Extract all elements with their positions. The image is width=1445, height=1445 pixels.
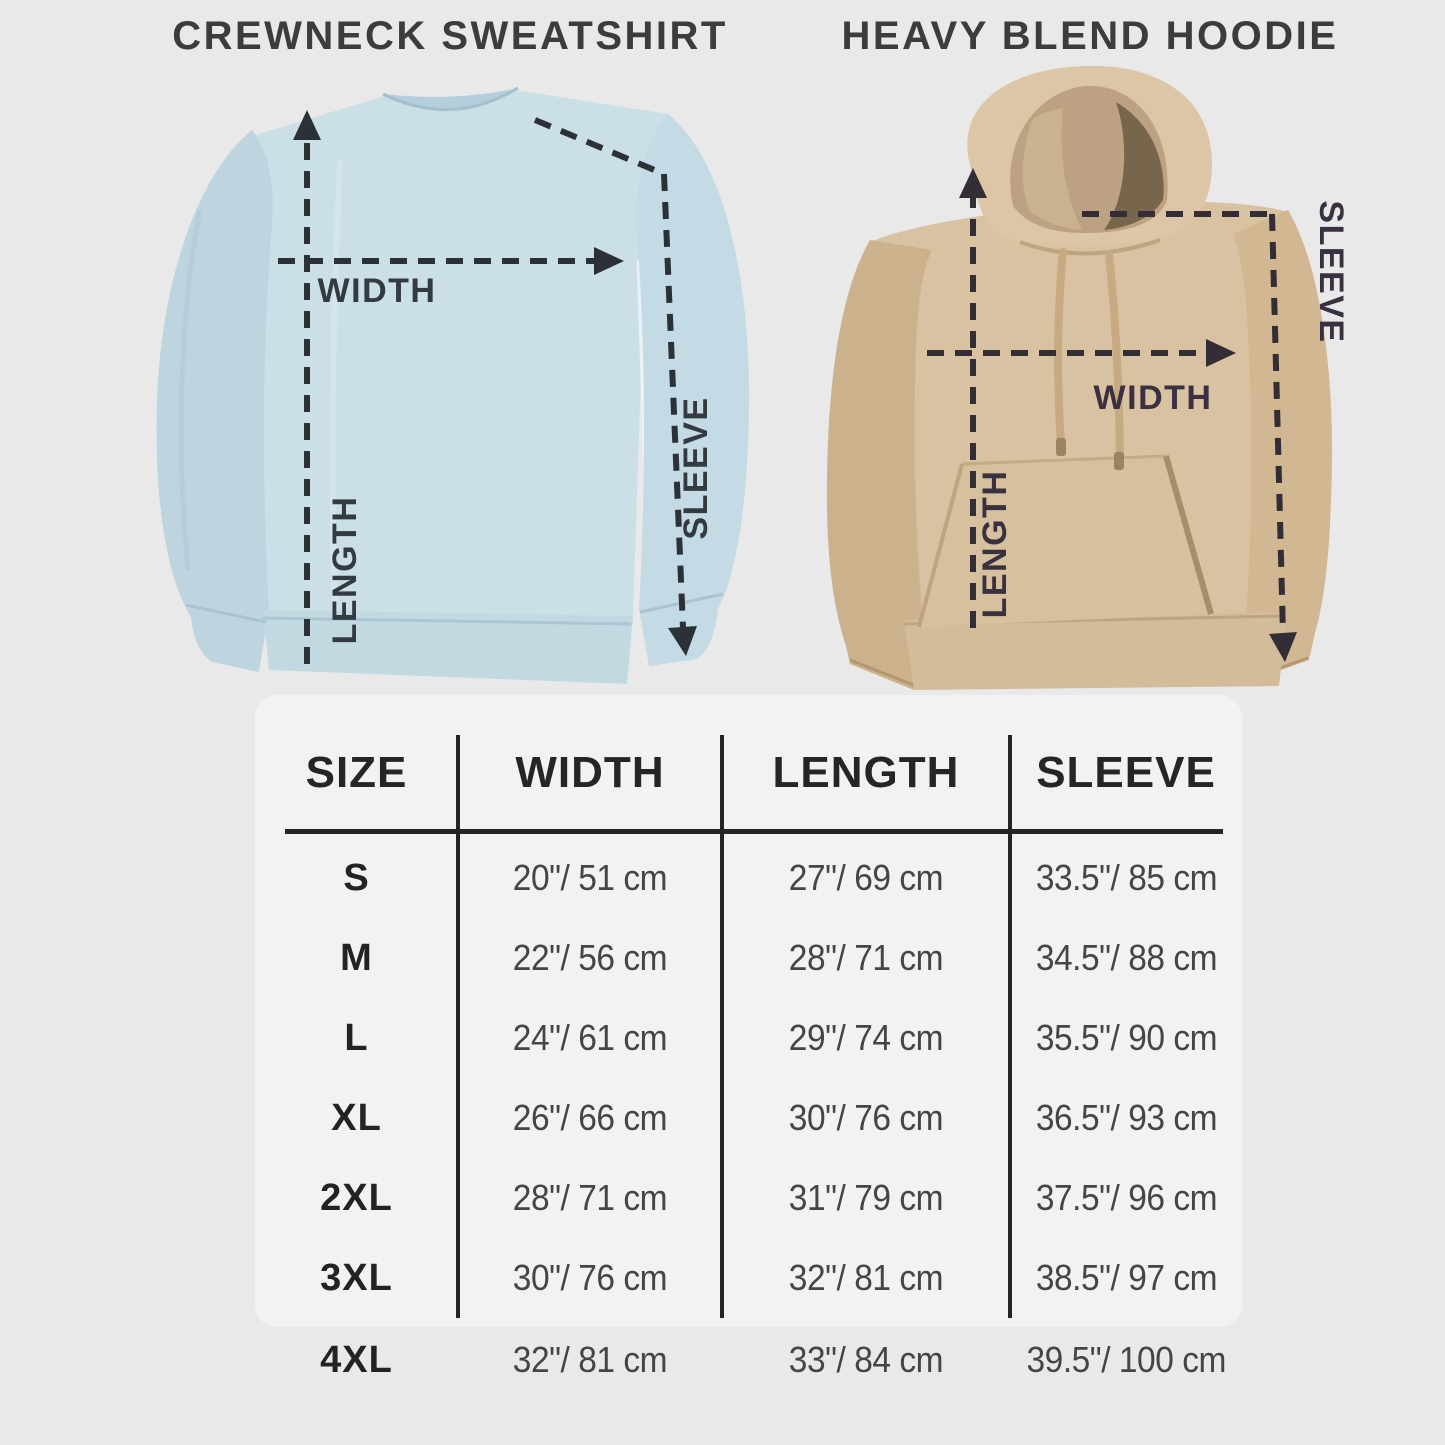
hoodie-diagram: WIDTH LENGTH SLEEVE — [826, 65, 1350, 690]
width-value: 28"/ 71 cm — [512, 1177, 668, 1218]
crewneck-collar-seam — [382, 86, 519, 112]
sleeve-value: 38.5"/ 97 cm — [1035, 1257, 1217, 1298]
crewneck-waistband-seam — [262, 616, 632, 626]
size-table-panel: SIZE WIDTH LENGTH SLEEVE S 20"/ 51 cm 27… — [255, 695, 1242, 1327]
sleeve-value: 36.5"/ 93 cm — [1035, 1097, 1217, 1138]
crewneck-sleeve-arrowhead — [668, 626, 697, 656]
size-label: 3XL — [320, 1256, 393, 1299]
hoodie-hem-band — [904, 612, 1287, 690]
hoodie-left-cuff-seam — [849, 658, 917, 688]
hoodie-sleeve-arrowhead — [1269, 632, 1297, 662]
crewneck-crease-highlight — [329, 159, 343, 631]
hoodie-left-drawstring — [1054, 248, 1067, 448]
crewneck-garment — [156, 86, 750, 684]
hoodie-left-drawstring-tip — [1056, 438, 1066, 456]
sleeve-value: 33.5"/ 85 cm — [1035, 857, 1217, 898]
crewneck-shoulder-dash-line — [533, 117, 666, 177]
crewneck-measure-labels: WIDTH LENGTH SLEEVE — [318, 272, 715, 644]
width-value: 20"/ 51 cm — [512, 857, 668, 898]
width-value: 26"/ 66 cm — [512, 1097, 668, 1138]
hoodie-neck-seam — [1019, 238, 1161, 256]
crewneck-collar — [383, 88, 518, 109]
crewneck-right-sleeve — [636, 114, 750, 666]
crewneck-sleeve-arrow-line — [661, 173, 686, 629]
crewneck-sleeve-crease — [178, 209, 203, 571]
table-row-m: M 22"/ 56 cm 28"/ 71 cm 34.5"/ 88 cm — [255, 918, 1242, 998]
hoodie-garment — [826, 65, 1333, 690]
table-divider-2 — [720, 735, 724, 1318]
size-label: 2XL — [320, 1176, 393, 1219]
length-value: 32"/ 81 cm — [788, 1257, 944, 1298]
crewneck-waistband — [263, 610, 633, 684]
crewneck-width-arrowhead — [594, 247, 624, 275]
width-value: 24"/ 61 cm — [512, 1017, 668, 1058]
hoodie-length-label: LENGTH — [976, 470, 1014, 619]
hoodie-right-drawstring — [1105, 250, 1124, 462]
crewneck-title: CREWNECK SWEATSHIRT — [172, 13, 728, 58]
column-header-length: LENGTH — [772, 747, 960, 797]
hoodie-right-drawstring-tip — [1114, 452, 1124, 470]
crewneck-left-cuff-seam — [185, 603, 267, 624]
hoodie-left-sleeve — [826, 240, 932, 690]
column-header-width: WIDTH — [515, 747, 665, 797]
length-value: 33"/ 84 cm — [788, 1339, 944, 1380]
hoodie-sleeve-label: SLEEVE — [1312, 200, 1350, 343]
length-value: 29"/ 74 cm — [788, 1017, 944, 1058]
length-value: 30"/ 76 cm — [788, 1097, 944, 1138]
hoodie-measure-labels: WIDTH LENGTH SLEEVE — [976, 200, 1350, 618]
length-value: 31"/ 79 cm — [788, 1177, 944, 1218]
sleeve-value: 34.5"/ 88 cm — [1035, 937, 1217, 978]
width-value: 32"/ 81 cm — [512, 1339, 668, 1380]
size-label: S — [343, 856, 370, 899]
sleeve-value: 35.5"/ 90 cm — [1035, 1017, 1217, 1058]
table-row-xl: XL 26"/ 66 cm 30"/ 76 cm 36.5"/ 93 cm — [255, 1078, 1242, 1158]
crewneck-width-label: WIDTH — [318, 272, 437, 310]
hoodie-title: HEAVY BLEND HOODIE — [841, 13, 1339, 58]
hoodie-measure-arrows — [927, 168, 1297, 662]
column-header-sleeve: SLEEVE — [1036, 747, 1216, 797]
hoodie-pocket — [919, 456, 1211, 627]
hoodie-pocket-right-opening — [1163, 455, 1214, 615]
crewneck-length-arrowhead — [293, 110, 321, 140]
hoodie-pocket-top-seam — [961, 454, 1167, 466]
size-label: XL — [331, 1096, 382, 1139]
hoodie-right-sleeve — [1233, 210, 1333, 681]
table-row-2xl: 2XL 28"/ 71 cm 31"/ 79 cm 37.5"/ 96 cm — [255, 1158, 1242, 1238]
table-body: S 20"/ 51 cm 27"/ 69 cm 33.5"/ 85 cm M 2… — [255, 832, 1242, 1318]
table-divider-3 — [1008, 735, 1012, 1318]
length-value: 27"/ 69 cm — [788, 857, 944, 898]
size-label: 4XL — [320, 1338, 393, 1381]
hoodie-width-label: WIDTH — [1094, 379, 1213, 417]
hoodie-length-arrowhead — [959, 168, 987, 198]
crewneck-sleeve-label: SLEEVE — [677, 396, 715, 539]
hoodie-hood-inner-fold — [1022, 108, 1082, 230]
width-value: 22"/ 56 cm — [512, 937, 668, 978]
hoodie-hood-inner-shadow — [1104, 102, 1164, 230]
table-row-4xl: 4XL 32"/ 81 cm 33"/ 84 cm 39.5"/ 100 cm — [255, 1332, 1242, 1388]
crewneck-body — [252, 90, 668, 682]
hoodie-pocket-left-opening — [917, 463, 964, 628]
length-value: 28"/ 71 cm — [788, 937, 944, 978]
hoodie-width-arrowhead — [1206, 339, 1236, 367]
crewneck-sweatshirt-diagram: WIDTH LENGTH SLEEVE — [156, 86, 750, 684]
column-header-size: SIZE — [305, 747, 408, 797]
width-value: 30"/ 76 cm — [512, 1257, 668, 1298]
table-header-rule — [285, 829, 1223, 834]
sleeve-value: 37.5"/ 96 cm — [1035, 1177, 1217, 1218]
table-divider-1 — [456, 735, 460, 1318]
hoodie-sleeve-arrow-line — [1269, 213, 1286, 635]
crewneck-left-sleeve — [156, 130, 273, 672]
crewneck-measure-arrows — [278, 110, 697, 664]
table-row-3xl: 3XL 30"/ 76 cm 32"/ 81 cm 38.5"/ 97 cm — [255, 1238, 1242, 1318]
table-header-row: SIZE WIDTH LENGTH SLEEVE — [255, 695, 1242, 832]
size-label: M — [340, 936, 373, 979]
table-row-s: S 20"/ 51 cm 27"/ 69 cm 33.5"/ 85 cm — [255, 838, 1242, 918]
crewneck-length-label: LENGTH — [326, 496, 364, 645]
table-row-l: L 24"/ 61 cm 29"/ 74 cm 35.5"/ 90 cm — [255, 998, 1242, 1078]
size-label: L — [344, 1016, 369, 1059]
sleeve-value: 39.5"/ 100 cm — [1026, 1339, 1226, 1380]
